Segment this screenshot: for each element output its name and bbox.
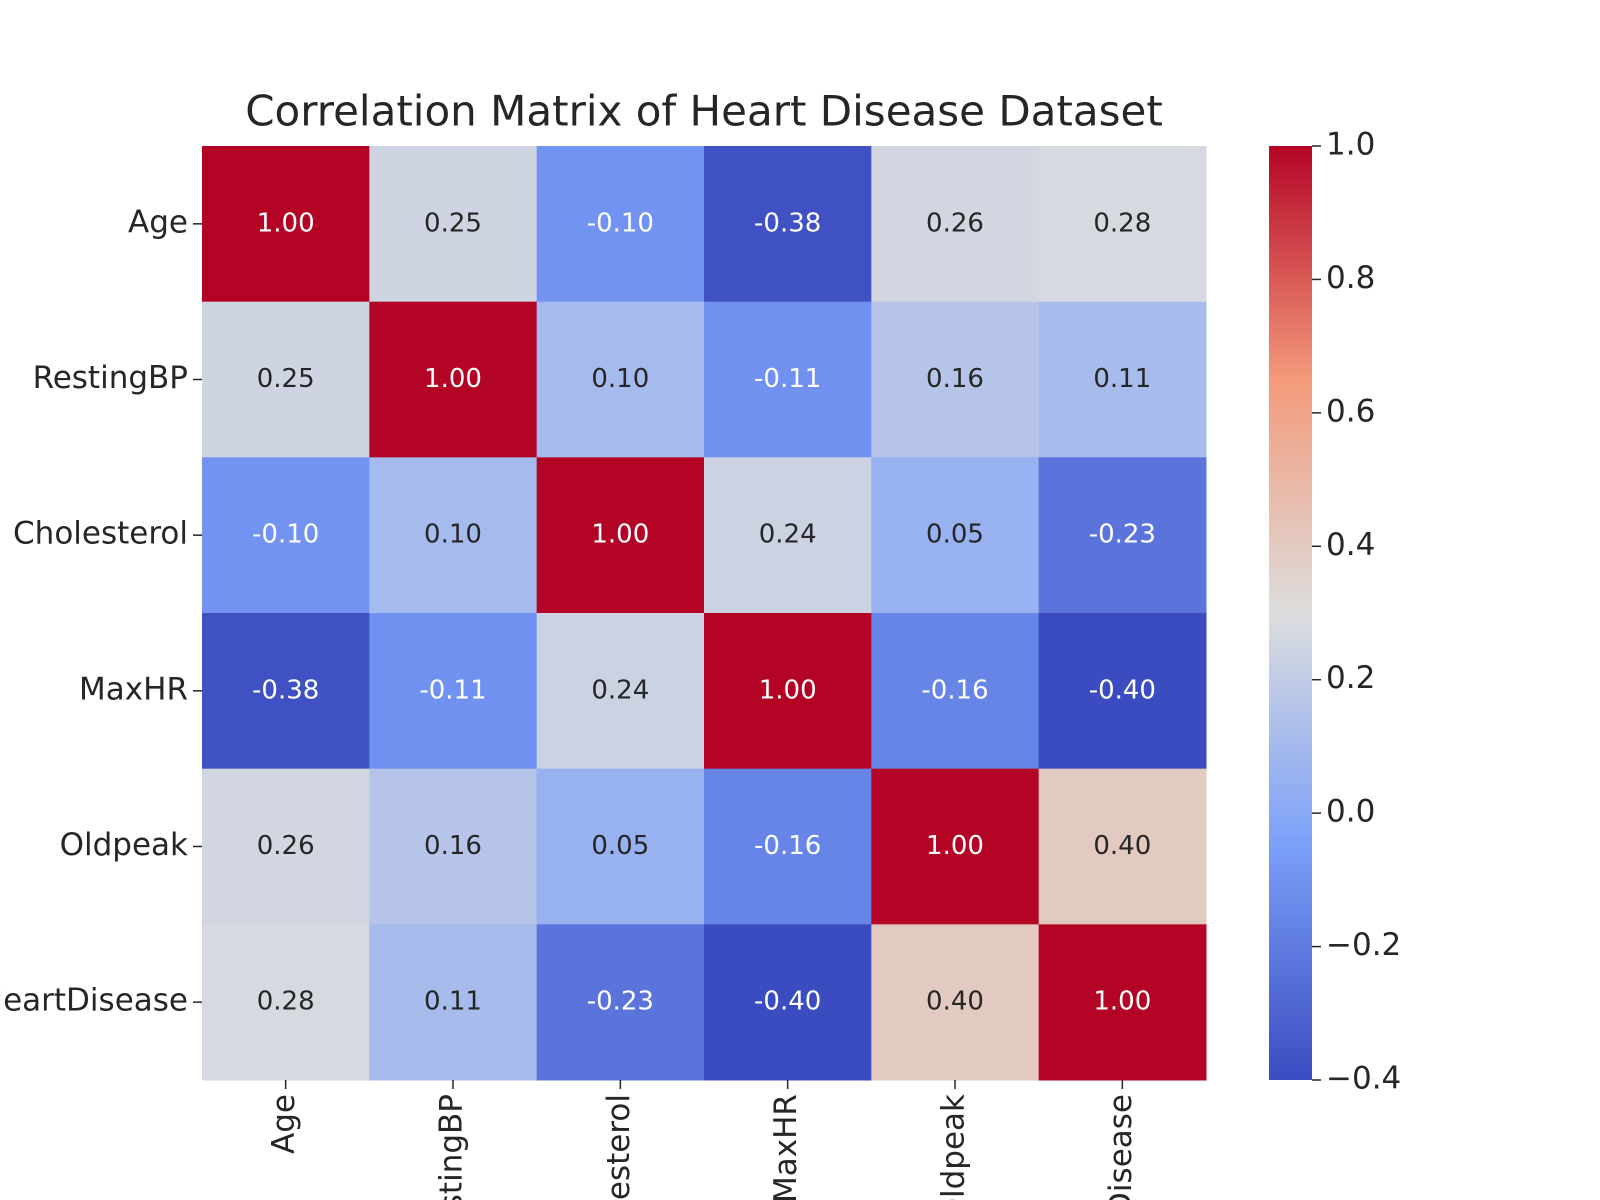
heatmap-cell: [704, 613, 872, 770]
cell-label: 1.00: [424, 364, 482, 394]
cell-label: 0.11: [1093, 364, 1151, 394]
colorbar-tick-label: 0.2: [1326, 660, 1375, 696]
heatmap-cell: [536, 301, 705, 458]
y-tick-label: MaxHR: [79, 671, 188, 707]
x-tick-label: RestingBP: [434, 1094, 470, 1200]
cell-label: -0.11: [419, 675, 486, 705]
heatmap-cell: [536, 613, 705, 770]
y-tick-label: HeartDisease: [0, 983, 188, 1019]
heatmap-cell: [202, 301, 370, 458]
heatmap-cell: [871, 457, 1040, 614]
heatmap-cell: [1038, 613, 1207, 770]
colorbar-tick-label: 0.8: [1326, 260, 1375, 296]
x-tick-label: HeartDisease: [1103, 1094, 1139, 1200]
heatmap-cell: [536, 457, 705, 614]
y-tick-label: Age: [128, 204, 188, 240]
heatmap-cell: [536, 146, 705, 303]
cell-label: -0.38: [252, 675, 319, 705]
heatmap-cell: [1038, 768, 1207, 925]
y-tick-label: Cholesterol: [13, 516, 188, 552]
heatmap-cell: [704, 301, 872, 458]
cell-label: 1.00: [759, 675, 817, 705]
y-tick-label: Oldpeak: [60, 827, 188, 863]
heatmap-cell: [1038, 301, 1207, 458]
heatmap-cell: [202, 457, 370, 614]
heatmap-cell: [1038, 457, 1207, 614]
cell-label: 0.40: [926, 987, 984, 1017]
cell-label: -0.16: [921, 675, 988, 705]
y-tick-label: RestingBP: [33, 360, 188, 396]
heatmap-cell: [536, 768, 705, 925]
cell-label: -0.10: [252, 520, 319, 550]
colorbar-tick-label: −0.2: [1326, 927, 1401, 963]
heatmap-cell: [369, 924, 538, 1081]
cell-label: 0.11: [424, 987, 482, 1017]
heatmap-cell: [871, 301, 1040, 458]
cell-label: -0.23: [587, 987, 654, 1017]
cell-label: 0.28: [257, 987, 315, 1017]
cell-label: 0.26: [926, 208, 984, 238]
cell-label: -0.38: [754, 208, 821, 238]
cell-label: -0.40: [754, 987, 821, 1017]
cell-label: 0.24: [759, 520, 817, 550]
cell-label: 0.40: [1093, 831, 1151, 861]
heatmap-cell: [871, 768, 1040, 925]
cell-label: 0.05: [926, 520, 984, 550]
cell-label: 0.10: [424, 520, 482, 550]
cell-label: -0.11: [754, 364, 821, 394]
cell-label: -0.40: [1089, 675, 1156, 705]
heatmap-cell: [871, 613, 1040, 770]
cell-label: 0.25: [257, 364, 315, 394]
cell-label: 1.00: [257, 208, 315, 238]
heatmap-cell: [704, 457, 872, 614]
cell-label: 0.28: [1093, 208, 1151, 238]
heatmap-cell: [369, 457, 538, 614]
heatmap-cell: [704, 768, 872, 925]
heatmap-cell: [704, 924, 872, 1081]
heatmap-cell: [369, 768, 538, 925]
heatmap-cell: [871, 924, 1040, 1081]
heatmap-cell: [369, 301, 538, 458]
cell-label: 1.00: [591, 520, 649, 550]
colorbar: [1269, 146, 1312, 1080]
cell-label: -0.16: [754, 831, 821, 861]
cell-label: 0.24: [591, 675, 649, 705]
heatmap-cell: [871, 146, 1040, 303]
heatmap-cell: [202, 613, 370, 770]
cell-label: 0.16: [926, 364, 984, 394]
colorbar-tick-label: −0.4: [1326, 1061, 1401, 1097]
colorbar-tick-label: 0.0: [1326, 794, 1375, 830]
cell-label: 1.00: [1093, 987, 1151, 1017]
heatmap-cell: [536, 924, 705, 1081]
cell-label: 0.26: [257, 831, 315, 861]
colorbar-tick-label: 0.4: [1326, 527, 1375, 563]
heatmap-cell: [369, 613, 538, 770]
chart-title: Correlation Matrix of Heart Disease Data…: [245, 87, 1163, 136]
heatmap-cell: [202, 146, 370, 303]
cell-label: -0.23: [1089, 520, 1156, 550]
x-tick-label: Age: [266, 1094, 302, 1154]
cell-label: 0.25: [424, 208, 482, 238]
x-tick-label: Cholesterol: [601, 1094, 637, 1200]
heatmap-cell: [1038, 924, 1207, 1081]
heatmap-cell: [202, 768, 370, 925]
colorbar-tick-label: 1.0: [1326, 127, 1375, 163]
heatmap-cell: [369, 146, 538, 303]
cell-label: -0.10: [587, 208, 654, 238]
cell-label: 0.05: [591, 831, 649, 861]
cell-label: 0.10: [591, 364, 649, 394]
cell-label: 1.00: [926, 831, 984, 861]
heatmap-cell: [202, 924, 370, 1081]
x-tick-label: MaxHR: [768, 1094, 804, 1200]
colorbar-tick-label: 0.6: [1326, 393, 1375, 429]
cell-label: 0.16: [424, 831, 482, 861]
heatmap-cell: [1038, 146, 1207, 303]
x-tick-label: Oldpeak: [936, 1094, 972, 1200]
heatmap-cell: [704, 146, 872, 303]
